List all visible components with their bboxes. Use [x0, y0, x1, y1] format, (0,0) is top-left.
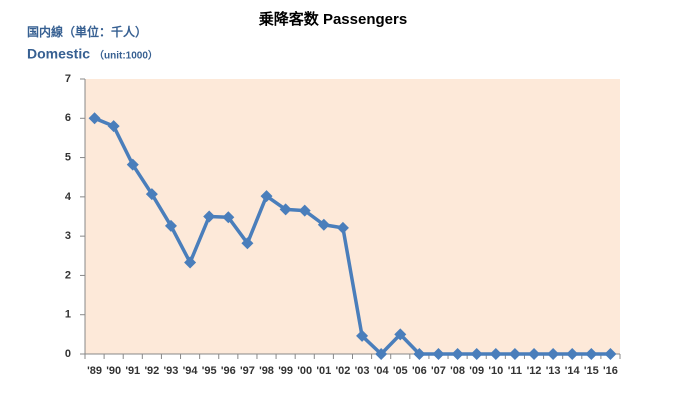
- x-tick-label: '99: [278, 365, 293, 377]
- x-tick-label: '01: [316, 365, 331, 377]
- data-point: [547, 348, 560, 360]
- y-label-en: Domestic: [27, 46, 90, 62]
- data-point: [164, 219, 177, 232]
- data-point: [489, 348, 502, 360]
- data-point: [375, 348, 388, 360]
- x-tick-label: '91: [125, 365, 140, 377]
- x-tick-label: '16: [603, 365, 618, 377]
- data-point: [126, 158, 139, 171]
- data-point: [470, 348, 483, 360]
- data-point: [298, 204, 311, 217]
- y-tick-label: 0: [65, 348, 71, 360]
- x-tick-label: '15: [584, 365, 599, 377]
- x-tick-label: '04: [374, 365, 390, 377]
- x-tick-label: '93: [164, 365, 179, 377]
- data-point: [604, 348, 617, 360]
- x-tick-label: '02: [336, 365, 351, 377]
- x-tick-label: '13: [546, 365, 561, 377]
- data-point: [279, 203, 292, 216]
- y-tick-label: 5: [65, 151, 71, 163]
- x-tick-label: '98: [259, 365, 274, 377]
- y-label-ja: 国内線（単位：千人）: [27, 24, 147, 39]
- data-point: [394, 328, 407, 341]
- data-point: [184, 256, 197, 269]
- data-point: [145, 188, 158, 201]
- x-tick-label: '11: [508, 365, 522, 377]
- y-tick-label: 3: [65, 230, 71, 242]
- y-tick-label: 4: [65, 191, 72, 203]
- data-point: [222, 211, 235, 224]
- y-tick-label: 7: [65, 73, 71, 85]
- data-point: [317, 218, 330, 231]
- x-tick-label: '10: [488, 365, 503, 377]
- x-tick-label: '95: [202, 365, 217, 377]
- data-point: [203, 210, 216, 223]
- x-tick-label: '90: [106, 365, 121, 377]
- x-tick-label: '08: [450, 365, 465, 377]
- x-tick-label: '14: [565, 365, 581, 377]
- data-point: [88, 112, 101, 125]
- chart-title: 乗降客数 Passengers: [259, 10, 407, 28]
- y-label-unit: （unit:1000）: [94, 49, 158, 62]
- data-point: [585, 348, 598, 360]
- x-tick-label: '05: [393, 365, 408, 377]
- data-point: [241, 237, 254, 250]
- x-tick-label: '12: [527, 365, 542, 377]
- data-point: [356, 329, 369, 342]
- data-point: [566, 348, 579, 360]
- x-tick-label: '94: [183, 365, 199, 377]
- x-tick-label: '09: [469, 365, 484, 377]
- x-tick-label: '03: [355, 365, 370, 377]
- x-tick-label: '06: [412, 365, 427, 377]
- y-tick-label: 1: [65, 309, 71, 321]
- x-tick-label: '00: [297, 365, 312, 377]
- data-point: [413, 348, 426, 360]
- data-point: [336, 221, 349, 234]
- y-tick-label: 2: [65, 269, 71, 281]
- x-tick-label: '92: [144, 365, 159, 377]
- data-point: [260, 190, 273, 203]
- data-point: [451, 348, 464, 360]
- data-point: [432, 348, 445, 360]
- data-point: [528, 348, 541, 360]
- data-point: [107, 120, 120, 133]
- x-tick-label: '89: [87, 365, 102, 377]
- data-point: [508, 348, 521, 360]
- x-tick-label: '96: [221, 365, 236, 377]
- y-tick-label: 6: [65, 112, 71, 124]
- plot-area: [85, 79, 620, 354]
- series-line: [93, 116, 611, 356]
- x-tick-label: '97: [240, 365, 255, 377]
- x-tick-label: '07: [431, 365, 446, 377]
